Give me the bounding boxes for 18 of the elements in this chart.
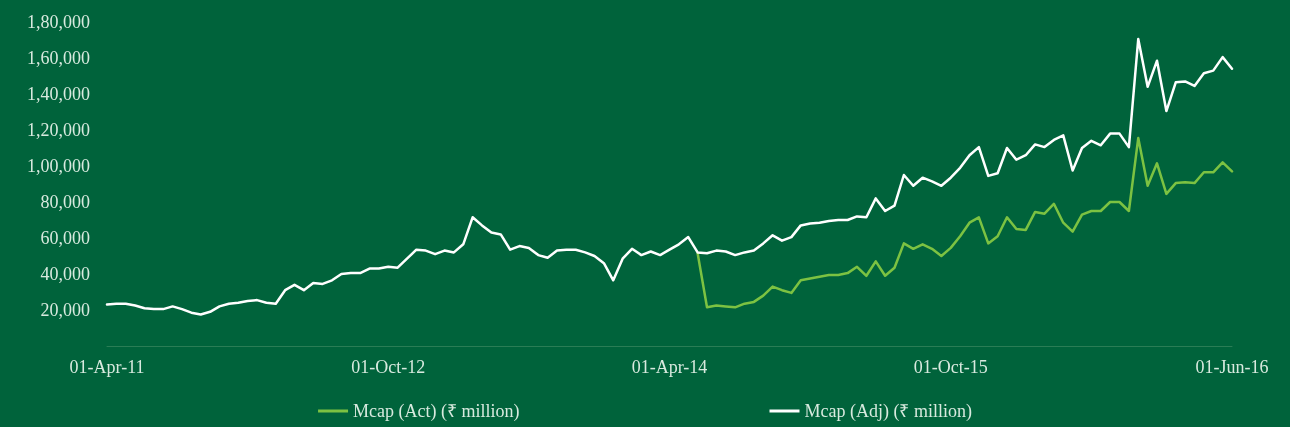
x-tick-label: 01-Oct-15 — [913, 357, 988, 377]
x-tick-label: 01-Apr-11 — [69, 357, 145, 377]
y-tick-label: 1,80,000 — [27, 12, 90, 32]
line-series — [696, 136, 1234, 309]
y-tick-label: 40,000 — [40, 264, 90, 284]
y-tick-label: 20,000 — [40, 300, 90, 320]
y-tick-label: 60,000 — [40, 228, 90, 248]
y-tick-label: 1,60,000 — [27, 48, 90, 68]
y-tick-label: 80,000 — [40, 192, 90, 212]
y-tick-label: 1,40,000 — [27, 84, 90, 104]
x-tick-label: 01-Jun-16 — [1195, 357, 1269, 377]
y-tick-label: 1,00,000 — [27, 156, 90, 176]
legend-label: Mcap (Act) (₹ million) — [353, 401, 520, 422]
line-series — [105, 37, 1234, 316]
x-tick-label: 01-Apr-14 — [631, 357, 708, 377]
y-tick-label: 1,20,000 — [27, 120, 90, 140]
x-tick-label: 01-Oct-12 — [351, 357, 426, 377]
legend-label: Mcap (Adj) (₹ million) — [804, 401, 972, 422]
